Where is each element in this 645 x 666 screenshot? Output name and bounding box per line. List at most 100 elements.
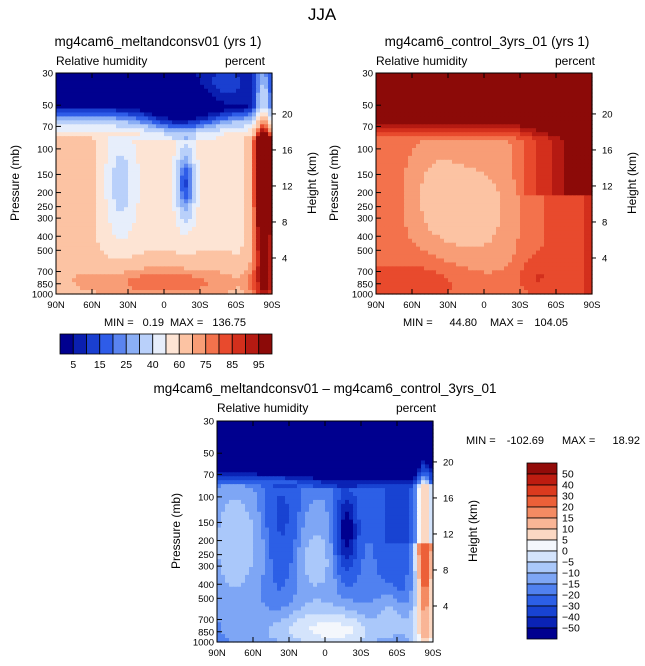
field-cell	[172, 116, 177, 121]
field-cell	[236, 120, 241, 125]
field-cell	[396, 80, 401, 86]
field-cell	[468, 96, 473, 102]
field-cell	[160, 147, 165, 153]
field-cell	[228, 100, 233, 106]
field-cell	[108, 151, 113, 157]
field-cell	[384, 155, 389, 161]
field-cell	[512, 179, 517, 185]
field-cell	[448, 199, 453, 204]
field-cell	[104, 100, 109, 106]
field-cell	[532, 183, 537, 189]
field-cell	[196, 219, 201, 224]
field-cell	[204, 274, 209, 279]
field-cell	[560, 124, 565, 129]
field-cell	[552, 171, 557, 177]
field-cell	[500, 175, 505, 181]
field-cell	[172, 175, 177, 181]
field-cell	[584, 73, 589, 78]
field-cell	[104, 128, 109, 133]
field-cell	[424, 76, 429, 82]
field-cell	[540, 151, 545, 157]
field-cell	[464, 108, 469, 114]
field-cell	[140, 132, 145, 137]
field-cell	[124, 199, 129, 204]
field-cell	[132, 144, 137, 149]
field-cell	[224, 116, 229, 121]
field-cell	[100, 211, 105, 216]
field-cell	[116, 203, 121, 208]
field-cell	[188, 282, 193, 287]
field-cell	[124, 92, 129, 98]
field-cell	[80, 254, 85, 260]
field-cell	[536, 147, 541, 153]
field-cell	[116, 155, 121, 161]
field-cell	[104, 76, 109, 82]
field-cell	[136, 222, 141, 228]
field-cell	[224, 187, 229, 192]
field-cell	[200, 187, 205, 192]
field-cell	[468, 73, 473, 78]
field-cell	[120, 195, 125, 200]
field-cell	[188, 238, 193, 244]
field-cell	[92, 175, 97, 181]
field-cell	[444, 96, 449, 102]
field-cell	[560, 144, 565, 149]
field-cell	[512, 187, 517, 192]
field-cell	[80, 250, 85, 256]
field-cell	[420, 179, 425, 185]
field-cell	[228, 219, 233, 224]
field-cell	[60, 254, 65, 260]
field-cell	[568, 108, 573, 114]
field-cell	[100, 191, 105, 196]
field-cell	[396, 151, 401, 157]
field-cell	[68, 238, 73, 244]
field-cell	[476, 108, 481, 114]
field-cell	[520, 104, 525, 110]
field-cell	[388, 132, 393, 137]
field-cell	[440, 171, 445, 177]
field-cell	[264, 238, 269, 244]
field-cell	[68, 222, 73, 228]
field-cell	[148, 104, 153, 110]
field-cell	[440, 84, 445, 90]
field-cell	[112, 262, 117, 267]
field-cell	[376, 187, 381, 192]
field-cell	[380, 151, 385, 157]
field-cell	[556, 179, 561, 185]
field-cell	[400, 116, 405, 121]
field-cell	[152, 250, 157, 256]
field-cell	[224, 104, 229, 110]
field-cell	[200, 199, 205, 204]
field-cell	[200, 120, 205, 125]
field-cell	[184, 73, 189, 78]
field-cell	[444, 147, 449, 153]
field-cell	[80, 242, 85, 248]
field-cell	[428, 199, 433, 204]
field-cell	[528, 120, 533, 125]
field-cell	[264, 84, 269, 90]
field-cell	[100, 199, 105, 204]
field-cell	[580, 108, 585, 114]
field-cell	[392, 92, 397, 98]
field-cell	[384, 175, 389, 181]
field-cell	[248, 112, 253, 118]
field-cell	[184, 270, 189, 275]
field-cell	[92, 159, 97, 165]
field-cell	[564, 124, 569, 129]
field-cell	[536, 195, 541, 200]
field-cell	[552, 163, 557, 169]
field-cell	[488, 76, 493, 82]
field-cell	[532, 88, 537, 94]
field-cell	[552, 191, 557, 196]
field-cell	[380, 211, 385, 216]
field-cell	[268, 195, 273, 200]
field-cell	[468, 136, 473, 141]
field-cell	[156, 92, 161, 98]
field-cell	[252, 96, 257, 102]
field-cell	[148, 96, 153, 102]
field-cell	[588, 155, 593, 161]
field-cell	[392, 132, 397, 137]
field-cell	[64, 226, 69, 232]
field-cell	[504, 88, 509, 94]
field-cell	[552, 100, 557, 106]
